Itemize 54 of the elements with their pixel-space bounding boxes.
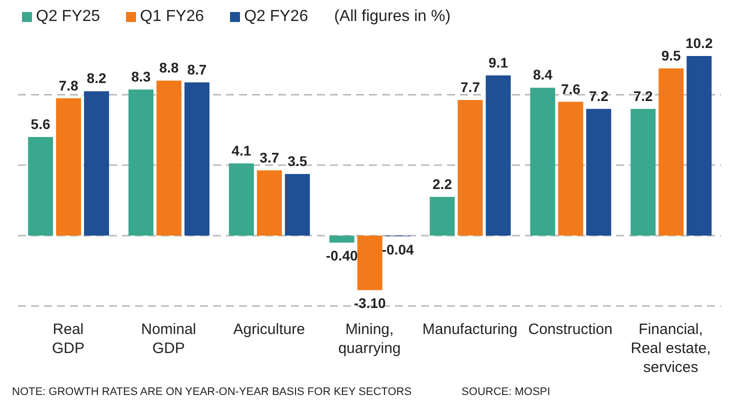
data-label: 7.2 [588,88,609,104]
bar [430,196,455,236]
data-label: 8.4 [532,66,553,83]
bar [686,56,712,236]
text: NOTE: GROWTH RATES ARE ON YEAR-ON-YEAR BASIS FOR KEY SECTORS [12,386,412,398]
data-label: 10.2 [685,35,713,51]
data-label: 7.8 [58,77,78,94]
data-label: -3.10 [354,295,386,312]
data-label: 8.2 [86,70,106,86]
bar [630,108,656,236]
data-label: 3.7 [260,149,280,166]
source-note: SOURCE: MOSPI [462,386,550,398]
x-tick-label: Real GDP [52,321,84,357]
bar [28,136,54,236]
bar [128,89,154,236]
bar [458,100,483,236]
bar [486,75,511,236]
bar [156,80,182,236]
data-label: 4.1 [232,142,252,158]
data-label: -0.04 [382,241,414,258]
data-label: 8.3 [131,68,151,84]
bar [586,108,612,236]
bar [357,236,382,290]
x-tick-label: Manufacturing [422,321,518,338]
data-label: 3.5 [288,152,308,169]
data-label: -0.40 [326,248,358,264]
data-label: 7.2 [633,88,654,104]
data-label: 7.7 [460,79,480,96]
data-label: 9.5 [661,47,682,64]
x-tick-label: Nominal GDP [141,321,196,357]
bar [56,98,82,236]
bar [284,174,310,236]
data-label: 7.6 [560,80,581,97]
data-label: 8.7 [187,61,207,78]
legend-label: Q2 FY26 [243,8,308,26]
bar [256,170,282,236]
x-tick-label: Agriculture [233,321,305,338]
data-label: 5.6 [30,116,50,132]
bar [329,236,354,243]
bar [658,68,684,236]
bar [530,88,556,236]
data-label: 9.1 [488,54,508,70]
data-label: 8.8 [159,60,179,76]
bar [228,163,254,236]
text: (All figures in %) [334,8,451,26]
bar [184,82,210,236]
bar [558,102,584,236]
bar [84,91,110,236]
x-tick-label: Financial, Real estate, services [630,321,711,376]
x-tick-label: Mining, quarrying [338,321,401,357]
legend-label: Q1 FY26 [139,8,204,26]
legend-label: Q2 FY25 [35,8,100,26]
data-label: 2.2 [432,176,452,192]
x-tick-label: Construction [528,321,612,338]
